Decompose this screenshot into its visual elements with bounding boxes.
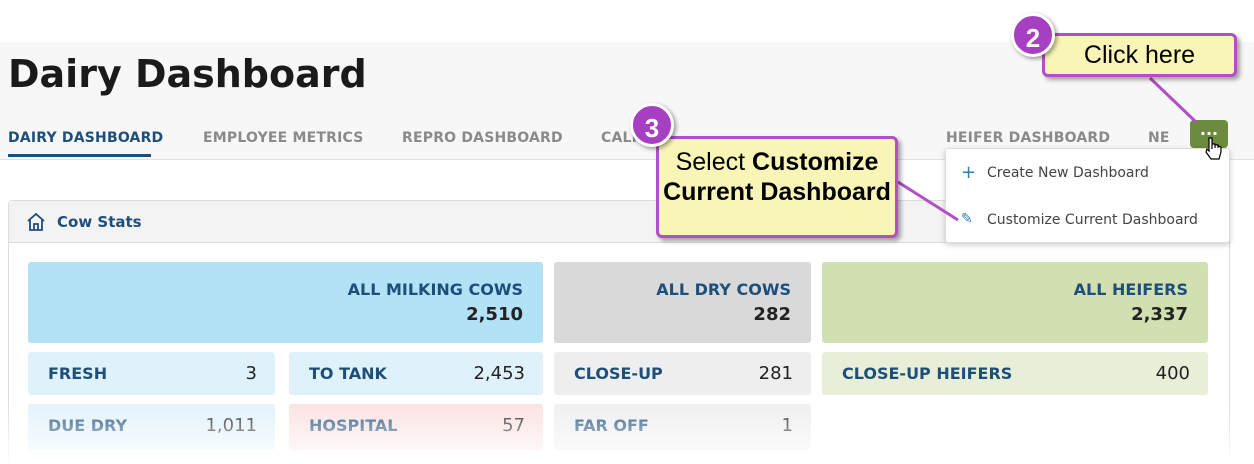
tile-value: 282 [753, 304, 791, 325]
tile-value: 2,453 [473, 363, 525, 384]
home-icon [27, 212, 45, 231]
stat-tile[interactable]: ALL HEIFERS 2,337 [822, 262, 1208, 343]
tab[interactable]: NE [1148, 130, 1170, 146]
tile-value: 3 [245, 363, 257, 384]
tile-label: TO TANK [309, 364, 387, 383]
stat-tile[interactable]: CLOSE-UP HEIFERS 400 [822, 352, 1208, 395]
active-tab-underline [8, 154, 151, 157]
tab[interactable]: DAIRY DASHBOARD [8, 130, 164, 146]
stat-tile[interactable]: ALL DRY COWS 282 [554, 262, 811, 343]
tile-label: ALL HEIFERS [1073, 280, 1188, 299]
tile-label: CLOSE-UP [574, 364, 663, 383]
tile-value: 2,337 [1131, 304, 1188, 325]
page-title: Dairy Dashboard [8, 52, 367, 96]
dropdown-menu: + Create New Dashboard ✎ Customize Current… [945, 148, 1230, 243]
tile-label: ALL DRY COWS [656, 280, 791, 299]
callout-box: Click here [1042, 33, 1237, 77]
tab[interactable]: EMPLOYEE METRICS [203, 130, 364, 146]
callout-badge: 3 [630, 103, 674, 147]
more-button[interactable]: ... [1190, 120, 1228, 148]
tile-label: ALL MILKING COWS [347, 280, 523, 299]
tab[interactable]: REPRO DASHBOARD [402, 130, 563, 146]
cursor [1205, 137, 1222, 160]
tile-label: CLOSE-UP HEIFERS [842, 364, 1013, 383]
stat-tile[interactable]: FRESH 3 [28, 352, 275, 395]
callout-box: Select Customize Current Dashboard [656, 136, 898, 238]
panel-title: Cow Stats [57, 213, 142, 231]
stat-tile[interactable]: CLOSE-UP 281 [554, 352, 811, 395]
tile-value: 400 [1155, 363, 1190, 384]
tab[interactable]: HEIFER DASHBOARD [946, 130, 1111, 146]
stat-tile[interactable]: ALL MILKING COWS 2,510 [28, 262, 543, 343]
fade [0, 398, 1254, 464]
callout-badge: 2 [1011, 13, 1055, 57]
tile-value: 281 [758, 363, 793, 384]
tile-value: 2,510 [466, 304, 523, 325]
tile-label: FRESH [48, 364, 108, 383]
stat-tile[interactable]: TO TANK 2,453 [289, 352, 543, 395]
